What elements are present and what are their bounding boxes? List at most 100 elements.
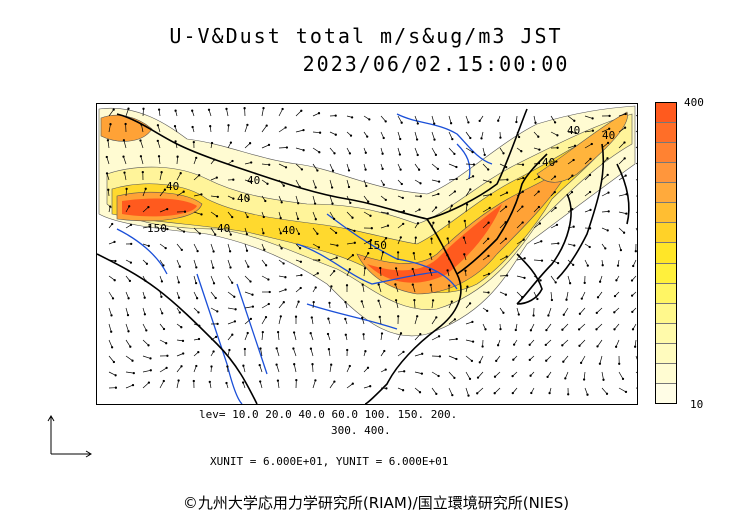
wind-vector-head — [455, 337, 458, 341]
wind-vector-head — [583, 281, 586, 285]
wind-vector — [329, 364, 332, 373]
wind-vector-head — [299, 286, 302, 290]
wind-vector — [108, 275, 115, 281]
wind-vector — [635, 162, 637, 165]
wind-vector-head — [249, 180, 252, 183]
wind-vector-head — [630, 279, 634, 282]
wind-vector-head — [564, 377, 567, 380]
wind-vector-head — [573, 244, 576, 247]
wind-vector-head — [361, 283, 364, 286]
wind-vector — [278, 127, 286, 133]
wind-vector-head — [561, 344, 564, 347]
wind-vector-head — [381, 251, 385, 254]
legend-color-step — [656, 263, 676, 284]
wind-vector — [465, 147, 473, 153]
wind-vector — [564, 371, 569, 379]
wind-vector-head — [351, 382, 354, 385]
wind-vector — [584, 143, 592, 149]
wind-vector — [482, 238, 489, 245]
wind-vector-head — [623, 157, 626, 160]
wind-vector-head — [147, 344, 150, 347]
wind-vector-head — [334, 114, 337, 117]
wind-vector — [567, 275, 571, 284]
wind-vector — [618, 227, 625, 233]
wind-vector-head — [162, 264, 165, 267]
wind-vector — [159, 208, 168, 213]
wind-vector-head — [226, 365, 229, 368]
wind-vector-head — [330, 363, 333, 366]
wind-vector-head — [313, 202, 317, 205]
contour-label: 40 — [217, 222, 230, 235]
wind-vector-head — [631, 310, 634, 314]
wind-vector-head — [195, 297, 199, 300]
wind-vector-head — [605, 392, 609, 395]
wind-vector-head — [331, 169, 335, 172]
wind-vector — [395, 284, 399, 293]
wind-vector-head — [334, 231, 338, 235]
wind-vector-head — [562, 313, 565, 316]
wind-vector-head — [618, 362, 621, 365]
wind-vector — [295, 179, 301, 188]
wind-vector-head — [344, 333, 347, 336]
wind-vector — [465, 339, 474, 342]
wind-vector — [278, 147, 287, 149]
wind-vector — [363, 253, 369, 261]
wind-vector-head — [429, 283, 432, 287]
wind-vector-head — [122, 155, 125, 158]
wind-vector-head — [353, 229, 356, 233]
wind-vector-head — [589, 157, 592, 161]
wind-vector-head — [369, 385, 372, 388]
wind-vector-head — [468, 302, 472, 305]
wind-vector-head — [110, 314, 113, 317]
wind-vector-head — [194, 281, 198, 285]
wind-vector-head — [471, 320, 474, 324]
wind-vector-head — [110, 346, 114, 349]
wind-vector-head — [538, 222, 542, 225]
wind-vector-head — [588, 190, 592, 194]
wind-vector-head — [450, 300, 453, 303]
wind-vector-head — [484, 328, 487, 331]
wind-vector-head — [198, 232, 201, 235]
wind-vector-head — [318, 258, 321, 262]
wind-vector-head — [591, 117, 594, 120]
wind-vector — [618, 371, 624, 380]
wind-vector-head — [383, 349, 386, 353]
wind-vector — [140, 140, 144, 149]
wind-vector-head — [596, 345, 599, 348]
wind-vector-head — [177, 296, 181, 299]
wind-vector — [414, 353, 423, 357]
wind-vector — [346, 227, 355, 232]
wind-vector-head — [309, 347, 313, 350]
wind-vector — [414, 371, 422, 374]
wind-vector-head — [398, 153, 402, 156]
wind-vector-head — [590, 142, 593, 146]
wind-vector — [533, 259, 543, 261]
wind-vector-head — [602, 378, 605, 381]
wind-vector-head — [209, 125, 212, 128]
wind-vector — [157, 125, 161, 133]
wind-vector — [312, 179, 317, 188]
wind-vector-head — [488, 206, 491, 210]
wind-vector-head — [595, 311, 598, 315]
wind-vector — [142, 382, 150, 389]
wind-vector-head — [122, 139, 126, 142]
wind-vector-head — [555, 160, 558, 163]
wind-vector-head — [314, 218, 317, 221]
wind-vector-head — [231, 281, 234, 284]
wind-vector-head — [634, 250, 637, 253]
wind-vector-head — [522, 176, 525, 180]
wind-vector-head — [268, 290, 271, 294]
wind-vector-head — [591, 129, 595, 132]
wind-vector-head — [362, 333, 365, 336]
wind-vector-head — [419, 182, 422, 185]
contour-label: 40 — [166, 180, 179, 193]
wind-vector-head — [180, 248, 183, 252]
wind-vector — [295, 211, 299, 219]
contour-label: 40 — [247, 174, 260, 187]
wind-vector — [395, 268, 399, 277]
wind-vector — [108, 371, 116, 376]
wind-vector-head — [212, 282, 216, 285]
wind-vector-head — [606, 157, 609, 160]
wind-vector — [329, 381, 335, 389]
wind-vector-head — [624, 390, 628, 394]
